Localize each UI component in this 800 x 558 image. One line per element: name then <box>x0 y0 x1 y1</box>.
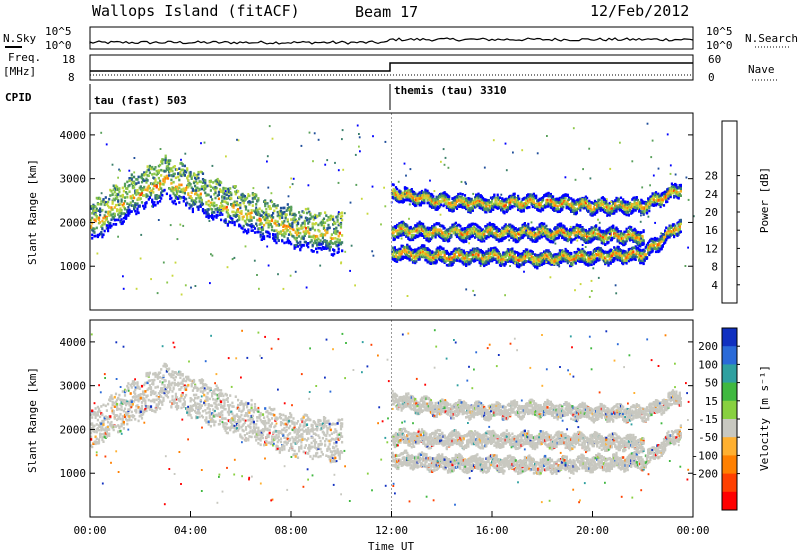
colorbar-tick-label: 100 <box>698 358 718 371</box>
beam-title: Beam 17 <box>355 3 418 21</box>
colorbar-swatch <box>722 419 737 438</box>
colorbar-swatch <box>722 364 737 383</box>
freq-unit-label: [MHz] <box>3 65 36 78</box>
ytick-label: 3000 <box>60 173 87 186</box>
cpid-label: CPID <box>5 91 32 104</box>
colorbar-tick-label: -15 <box>698 413 718 426</box>
colorbar-tick-label: 8 <box>711 261 718 274</box>
nave-tick-top: 60 <box>708 53 721 66</box>
colorbar-tick-label: 50 <box>705 377 718 390</box>
colorbar-swatch <box>722 346 737 365</box>
noise-tick-top-right: 10^5 <box>706 25 733 38</box>
xtick-label: 08:00 <box>274 524 307 537</box>
colorbar-tick-label: 20 <box>705 206 718 219</box>
velocity-ylabel: Slant Range [km] <box>26 367 39 473</box>
power-colorbar: 4 8 12 16 20 24 28 <box>705 121 740 303</box>
colorbar-swatch <box>722 437 737 456</box>
ytick-label: 2000 <box>60 216 87 229</box>
noise-tick-top: 10^5 <box>45 25 72 38</box>
velocity-colorbar-label: Velocity [m s⁻¹] <box>758 365 771 471</box>
cpid-mode-2: themis (tau) 3310 <box>394 84 507 97</box>
ytick-label: 1000 <box>60 467 87 480</box>
power-colorbar-label: Power [dB] <box>758 167 771 233</box>
colorbar-tick-label: -50 <box>698 431 718 444</box>
colorbar-tick-label: 12 <box>705 242 718 255</box>
noise-search-label: N.Search <box>745 32 798 45</box>
freq-panel-frame <box>90 55 693 80</box>
colorbar-swatch <box>722 383 737 402</box>
colorbar-tick-label: 28 <box>705 170 718 183</box>
ytick-label: 4000 <box>60 129 87 142</box>
colorbar-swatch <box>722 328 737 347</box>
xtick-label: 04:00 <box>174 524 207 537</box>
date-title: 12/Feb/2012 <box>590 2 689 20</box>
colorbar-tick-label: -100 <box>692 449 719 462</box>
nave-label: Nave <box>748 63 775 76</box>
colorbar-tick-label: 200 <box>698 340 718 353</box>
colorbar-swatch <box>722 455 737 474</box>
xtick-label: 16:00 <box>475 524 508 537</box>
velocity-heatmap <box>90 320 690 517</box>
power-ylabel: Slant Range [km] <box>26 159 39 265</box>
freq-series <box>90 63 693 71</box>
ytick-label: 4000 <box>60 336 87 349</box>
noise-sky-series <box>90 38 693 44</box>
cpid-mode-1: tau (fast) 503 <box>94 94 187 107</box>
colorbar-tick-label: 24 <box>705 188 719 201</box>
freq-tick-bottom: 8 <box>68 71 75 84</box>
colorbar-swatch <box>722 474 737 493</box>
ytick-label: 3000 <box>60 380 87 393</box>
noise-tick-bottom-right: 10^0 <box>706 39 733 52</box>
ytick-label: 1000 <box>60 260 87 273</box>
colorbar-swatch <box>722 401 737 420</box>
noise-panel-frame <box>90 27 693 49</box>
nave-tick-bottom: 0 <box>708 71 715 84</box>
colorbar-tick-label: 15 <box>705 395 718 408</box>
station-title: Wallops Island (fitACF) <box>92 2 300 20</box>
ytick-label: 2000 <box>60 423 87 436</box>
xtick-label: 00:00 <box>676 524 709 537</box>
power-heatmap <box>90 113 695 310</box>
xtick-label: 12:00 <box>375 524 408 537</box>
colorbar-tick-label: 4 <box>711 279 718 292</box>
colorbar-tick-label: -200 <box>692 468 719 481</box>
freq-tick-top: 18 <box>62 53 75 66</box>
colorbar-tick-label: 16 <box>705 224 718 237</box>
velocity-xlabel: Time UT <box>368 540 415 553</box>
colorbar-swatch <box>722 492 737 511</box>
velocity-colorbar: 200 100 50 15 -15 -50 -100 -200 <box>692 328 741 511</box>
freq-label: Freq. <box>8 51 41 64</box>
xtick-label: 00:00 <box>73 524 106 537</box>
noise-tick-bottom: 10^0 <box>45 39 72 52</box>
xtick-label: 20:00 <box>576 524 609 537</box>
noise-sky-label: N.Sky <box>3 32 36 45</box>
